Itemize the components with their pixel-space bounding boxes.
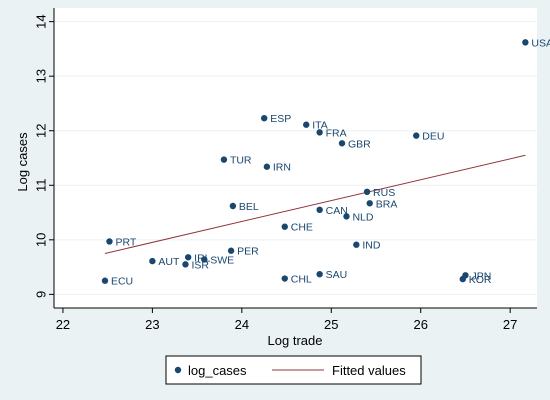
x-tick-label: 24 <box>235 317 249 332</box>
y-tick-label: 13 <box>33 69 48 83</box>
data-point-label: BRA <box>376 198 398 210</box>
data-point-label: ISR <box>191 259 209 271</box>
legend-label-log-cases: log_cases <box>188 363 247 378</box>
data-point-label: ITA <box>312 120 328 132</box>
x-tick-label: 23 <box>145 317 159 332</box>
data-point <box>303 121 310 128</box>
data-point-label: PRT <box>115 236 136 248</box>
data-point <box>263 163 271 170</box>
data-point <box>316 129 323 136</box>
data-point-label: DEU <box>422 131 444 143</box>
data-point-label: PER <box>237 246 259 258</box>
data-point-label: RUS <box>373 187 395 199</box>
data-point <box>229 202 237 210</box>
y-tick-label: 11 <box>33 179 48 193</box>
y-tick-label: 12 <box>33 123 48 137</box>
legend-marker-log-cases <box>174 366 182 374</box>
data-point <box>106 238 113 245</box>
data-point-label: CAN <box>326 205 348 217</box>
data-point <box>316 270 323 278</box>
legend: log_cases Fitted values <box>165 355 422 385</box>
legend-label-fitted: Fitted values <box>332 363 406 378</box>
data-point-label: SAU <box>326 269 348 281</box>
data-point-label: AUT <box>158 256 180 268</box>
data-point <box>184 254 192 261</box>
data-point-label: ECU <box>111 276 133 288</box>
data-point-label: IND <box>362 240 381 252</box>
y-tick-label: 14 <box>33 14 48 28</box>
data-point <box>227 247 235 254</box>
x-axis-title: Log trade <box>268 333 323 348</box>
data-point <box>363 188 371 196</box>
y-axis-title: Log cases <box>15 132 30 192</box>
data-point <box>459 275 466 283</box>
x-tick-label: 22 <box>56 317 70 332</box>
plot-area <box>54 8 537 308</box>
x-axis-ticks: 22 23 24 25 26 27 <box>56 308 517 332</box>
data-point-label: USA <box>531 37 550 49</box>
y-tick-label: 9 <box>33 291 48 298</box>
data-point <box>366 200 373 207</box>
data-point <box>316 206 323 214</box>
data-point-label: TUR <box>230 155 252 167</box>
data-point-label: CHE <box>291 222 313 234</box>
data-point <box>338 140 346 147</box>
data-point <box>260 114 268 122</box>
data-point <box>101 277 109 284</box>
data-point-label: GBR <box>348 138 371 150</box>
data-point <box>281 275 288 282</box>
data-point-label: SWE <box>210 254 234 266</box>
data-point-label: BEL <box>239 201 259 213</box>
data-point-label: KOR <box>469 274 492 286</box>
data-point <box>522 39 529 46</box>
x-tick-label: 25 <box>324 317 338 332</box>
data-point-label: FRA <box>326 127 347 139</box>
data-point <box>149 257 156 265</box>
data-point-label: JPN <box>471 270 491 282</box>
data-point <box>413 132 420 139</box>
x-tick-label: 27 <box>503 317 517 332</box>
data-point-label: IRN <box>273 162 291 174</box>
data-point-label: NLD <box>352 211 373 223</box>
data-point <box>343 213 350 220</box>
data-point <box>201 256 208 263</box>
data-point-label: CHL <box>291 274 312 286</box>
data-point <box>182 261 189 268</box>
data-point <box>353 241 360 248</box>
data-point <box>220 156 228 163</box>
y-axis-ticks: 9 10 11 12 13 14 <box>33 14 54 298</box>
data-point-label: ESP <box>270 113 291 125</box>
fitted-values-line <box>104 154 526 254</box>
x-tick-label: 26 <box>413 317 427 332</box>
y-tick-label: 10 <box>33 233 48 247</box>
gridlines <box>54 21 537 295</box>
data-point <box>281 223 288 230</box>
